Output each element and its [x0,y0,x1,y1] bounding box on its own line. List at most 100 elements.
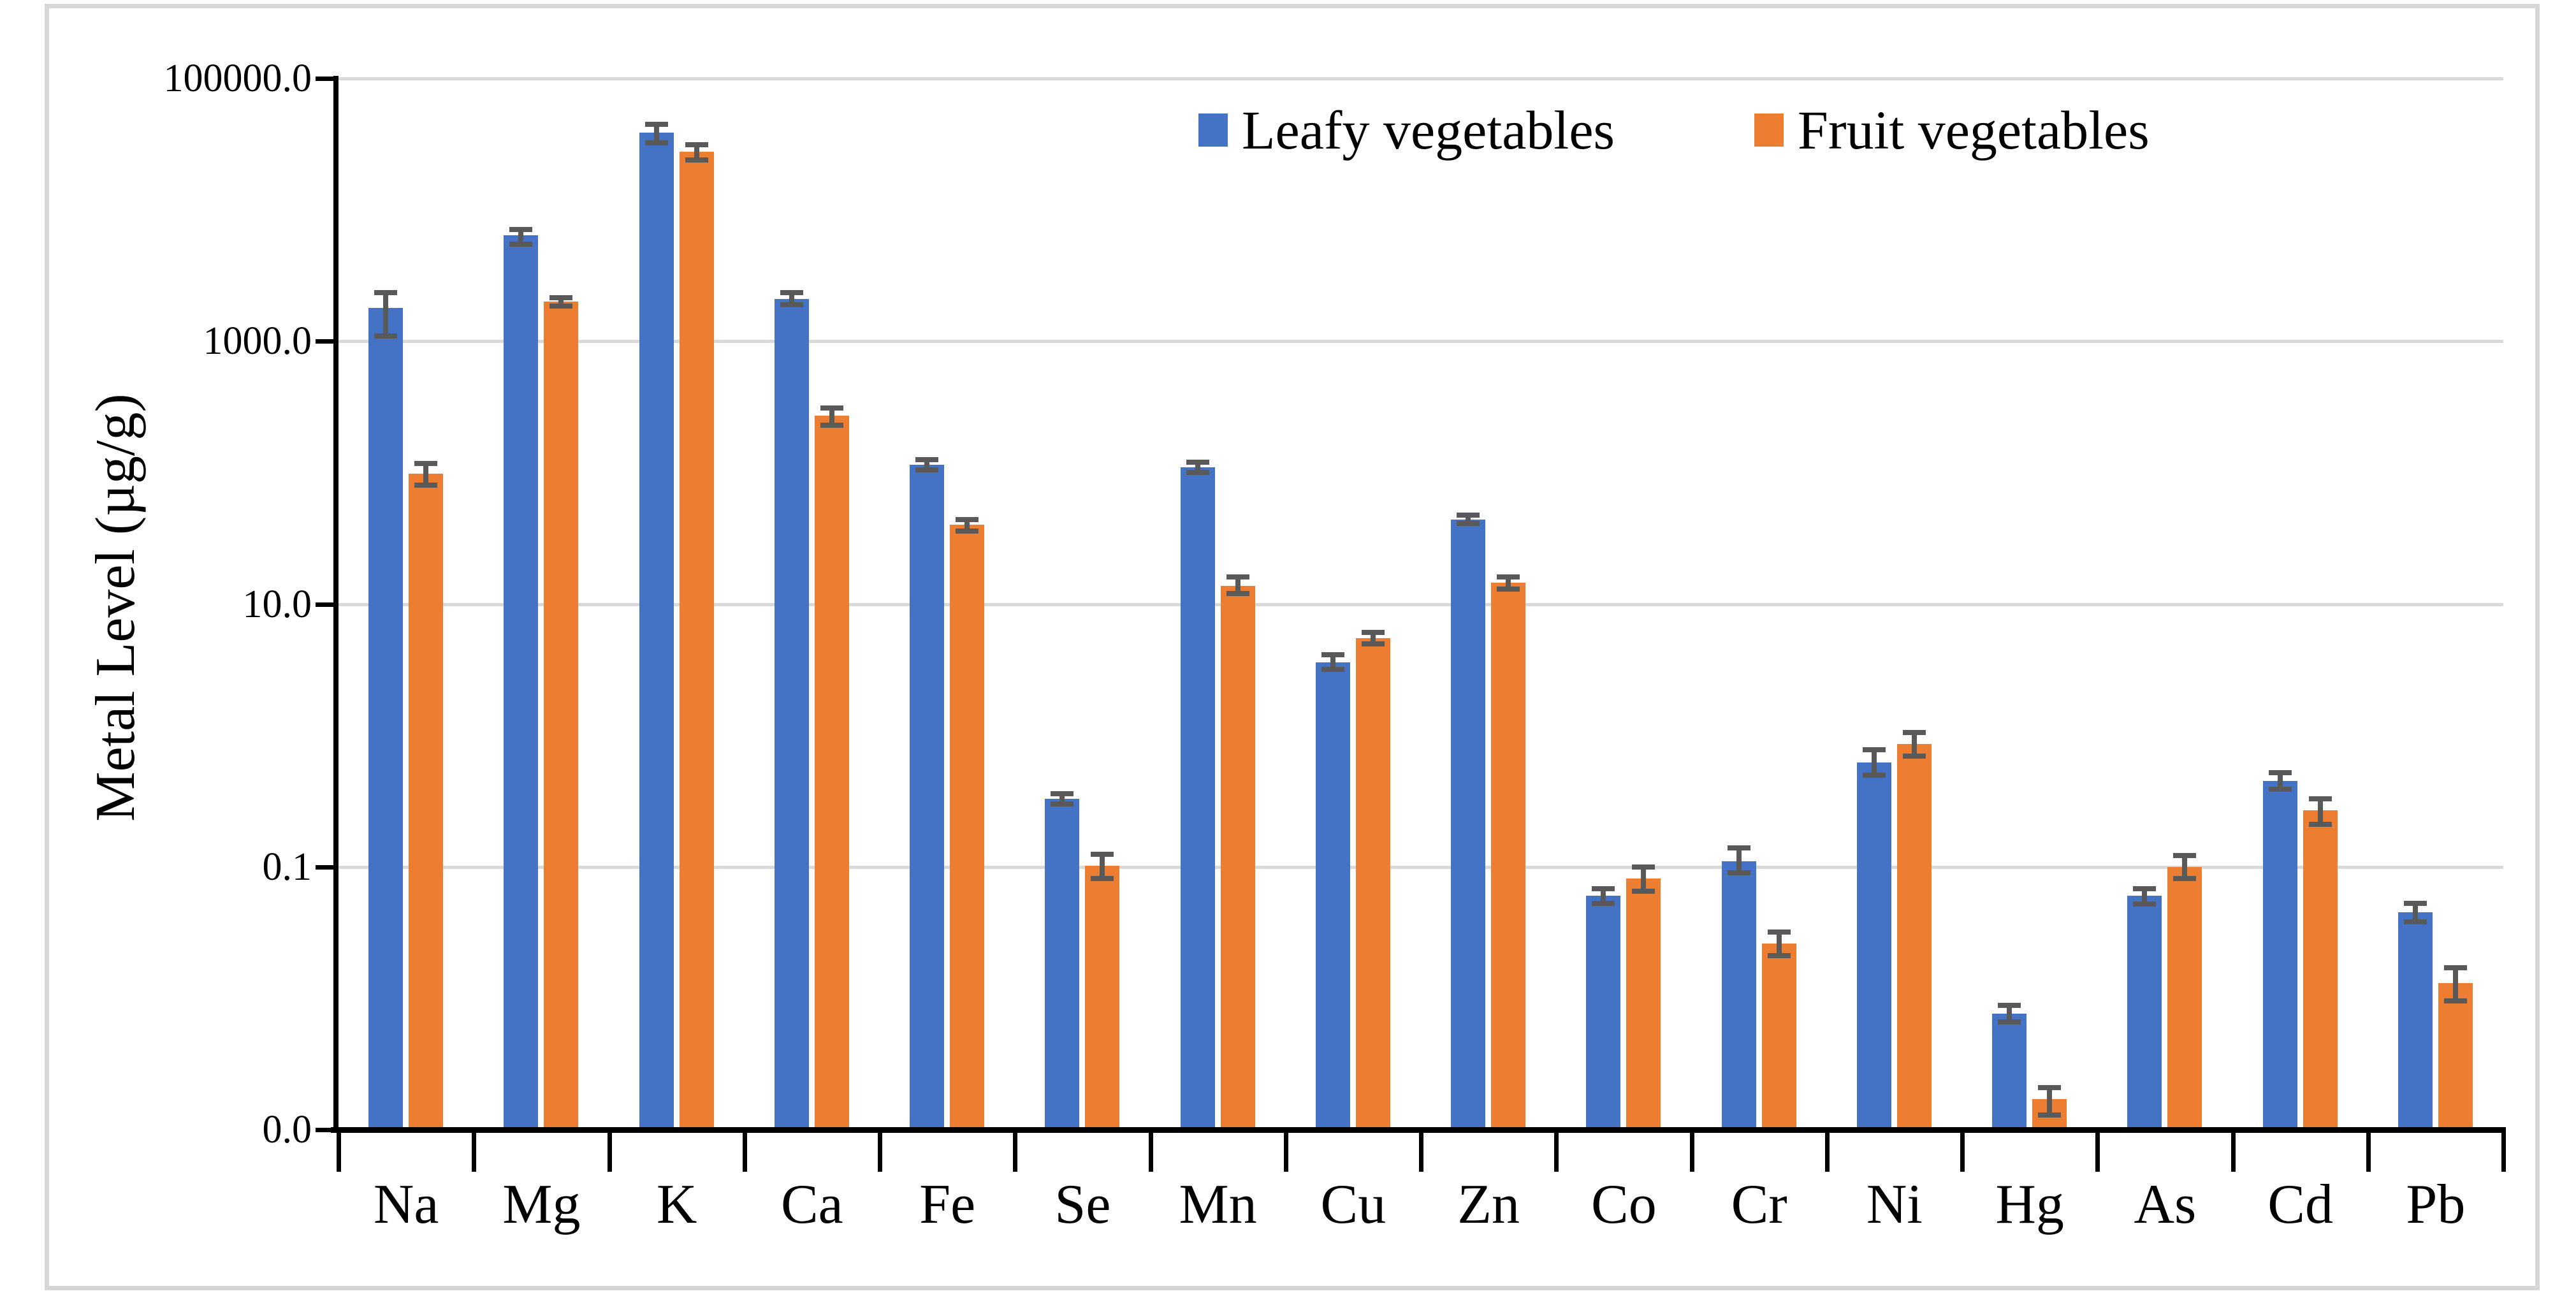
x-tick-13 [2095,1132,2100,1172]
chart-border [45,4,2540,1290]
error-bar-fruit-Cd-cap-top [2308,796,2332,801]
error-bar-leafy-Cd-cap-bottom [2268,786,2292,792]
x-tick-12 [1960,1132,1965,1172]
error-bar-fruit-K-cap-bottom [685,157,708,163]
error-bar-fruit-K [694,145,699,160]
error-bar-leafy-Se [1059,794,1065,805]
x-tick-1 [472,1132,477,1172]
error-bar-fruit-Se-cap-bottom [1091,875,1114,881]
error-bar-fruit-As [2182,855,2188,879]
error-bar-leafy-Cr-cap-top [1727,845,1750,850]
error-bar-leafy-Ca [789,293,794,305]
x-tick-9 [1554,1132,1559,1172]
error-bar-fruit-Zn-cap-top [1497,574,1520,580]
error-bar-leafy-Mn [1195,462,1200,473]
y-tick-100000.0 [316,77,333,81]
x-category-label-Zn: Zn [1457,1174,1520,1236]
error-bar-fruit-Fe-cap-bottom [956,528,979,534]
error-bar-leafy-Mg-cap-top [509,226,533,232]
error-bar-leafy-Fe [924,460,929,470]
legend-swatch-leafy-vegetables [1198,113,1228,147]
error-bar-fruit-Cr-cap-bottom [1767,953,1791,959]
error-bar-leafy-Fe-cap-top [915,457,938,463]
error-bar-leafy-Ni-cap-top [1862,747,1886,752]
error-bar-leafy-Cu-cap-top [1321,652,1344,658]
legend-label-leafy-vegetables: Leafy vegetables [1242,99,1615,161]
error-bar-leafy-Hg-cap-bottom [1998,1019,2021,1025]
error-bar-fruit-Mn [1235,577,1241,594]
error-bar-leafy-Pb-cap-top [2403,900,2427,906]
error-bar-leafy-As [2142,889,2148,905]
error-bar-fruit-Se [1100,854,1105,879]
bar-fruit-Na [409,474,443,1130]
x-tick-6 [1148,1132,1153,1172]
y-tick-label-10.0: 10.0 [242,582,312,626]
gridline-10 [338,602,2503,606]
bar-leafy-Cd [2262,781,2297,1130]
y-tick-label-0.1: 0.1 [262,845,312,889]
error-bar-leafy-Cd-cap-top [2268,770,2292,776]
bar-fruit-Pb [2438,983,2473,1130]
x-category-label-Cr: Cr [1731,1174,1787,1236]
y-tick-0.0 [316,1128,333,1132]
error-bar-leafy-Zn-cap-top [1457,513,1480,518]
bar-fruit-Ni [1896,744,1932,1130]
error-bar-leafy-Ni [1871,749,1877,775]
bar-leafy-Cu [1315,662,1350,1130]
x-axis-line [331,1127,2506,1133]
error-bar-leafy-Co-cap-top [1592,886,1615,892]
y-axis-line [333,76,338,1132]
error-bar-leafy-K-cap-top [644,122,668,128]
error-bar-fruit-Zn [1506,577,1511,589]
error-bar-leafy-Ca-cap-bottom [780,302,803,308]
bar-leafy-Hg [1992,1014,2027,1130]
error-bar-fruit-Na-cap-top [414,460,437,466]
x-category-label-As: As [2134,1174,2197,1236]
error-bar-fruit-Ni [1911,733,1917,756]
gridline-100000 [338,77,2503,80]
bar-leafy-Ca [774,298,809,1130]
error-bar-leafy-Mg [518,229,524,244]
x-category-label-Pb: Pb [2406,1174,2466,1236]
error-bar-fruit-Co-cap-bottom [1632,889,1655,894]
error-bar-leafy-Cu [1330,655,1335,669]
x-tick-7 [1283,1132,1288,1172]
error-bar-fruit-Fe [964,519,970,531]
x-category-label-Na: Na [373,1174,439,1236]
bar-leafy-Ni [1856,762,1891,1130]
bar-leafy-As [2127,896,2162,1130]
x-category-label-Ni: Ni [1866,1174,1923,1236]
gridline-0.1 [338,865,2503,869]
error-bar-fruit-Mn-cap-top [1226,574,1249,580]
bar-fruit-Cr [1761,944,1796,1130]
error-bar-fruit-Cu [1370,632,1376,644]
x-category-label-Mn: Mn [1179,1174,1257,1236]
error-bar-leafy-Pb [2412,903,2418,922]
error-bar-fruit-Pb-cap-top [2443,965,2467,971]
error-bar-leafy-Na-cap-top [374,289,397,295]
x-tick-8 [1419,1132,1423,1172]
error-bar-fruit-Ca-cap-top [820,405,843,411]
bar-fruit-Cu [1355,638,1390,1130]
error-bar-fruit-Ca-cap-bottom [820,422,843,428]
bar-fruit-Zn [1491,583,1525,1130]
x-category-label-K: K [656,1174,697,1236]
bar-fruit-Co [1626,878,1661,1130]
legend-label-fruit-vegetables: Fruit vegetables [1798,99,2150,161]
x-tick-5 [1013,1132,1018,1172]
bar-fruit-Cd [2303,810,2338,1130]
error-bar-leafy-As-cap-top [2133,886,2157,892]
error-bar-fruit-Cr-cap-top [1767,929,1791,935]
bar-fruit-Fe [950,525,984,1130]
error-bar-leafy-Mg-cap-bottom [509,241,533,247]
error-bar-fruit-Mn-cap-bottom [1226,591,1249,597]
x-tick-4 [878,1132,882,1172]
x-tick-3 [742,1132,747,1172]
error-bar-leafy-Na-cap-bottom [374,333,397,339]
error-bar-fruit-Ni-cap-bottom [1902,753,1926,759]
error-bar-fruit-Mg-cap-top [549,295,573,300]
error-bar-leafy-Pb-cap-bottom [2403,919,2427,925]
x-tick-0 [337,1132,341,1172]
error-bar-leafy-Cu-cap-bottom [1321,666,1344,672]
error-bar-fruit-Ca [829,408,834,425]
